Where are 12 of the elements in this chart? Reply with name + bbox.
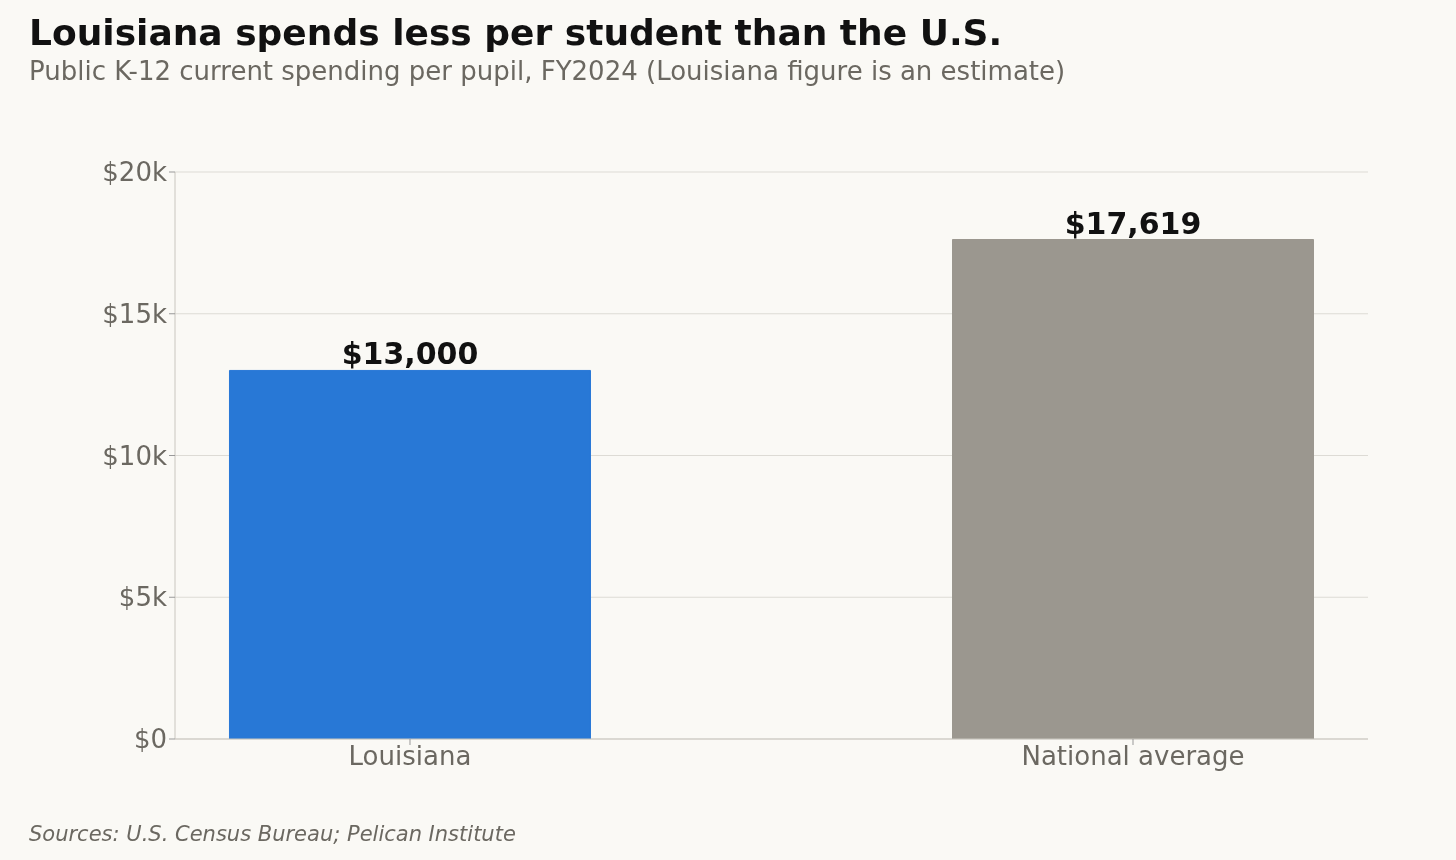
y-tick-label: $20k [102,157,167,188]
y-tick-label: $5k [118,582,167,613]
data-label: $17,619 [1064,205,1202,241]
y-tick-label: $10k [102,440,167,471]
data-label: $13,000 [341,336,479,372]
y-tick-label: $0 [133,724,167,755]
chart-title: Louisiana spends less per student than the U.S. [29,12,1003,53]
x-tick-label: National average [1021,741,1245,772]
chart-subtitle: Public K-12 current spending per pupil, FY2024 (Louisiana figure is an estimate) [29,56,1066,86]
y-tick-label: $15k [102,298,167,329]
x-tick-label: Louisiana [348,741,472,772]
source-note: Sources: U.S. Census Bureau; Pelican Institute [29,822,516,846]
